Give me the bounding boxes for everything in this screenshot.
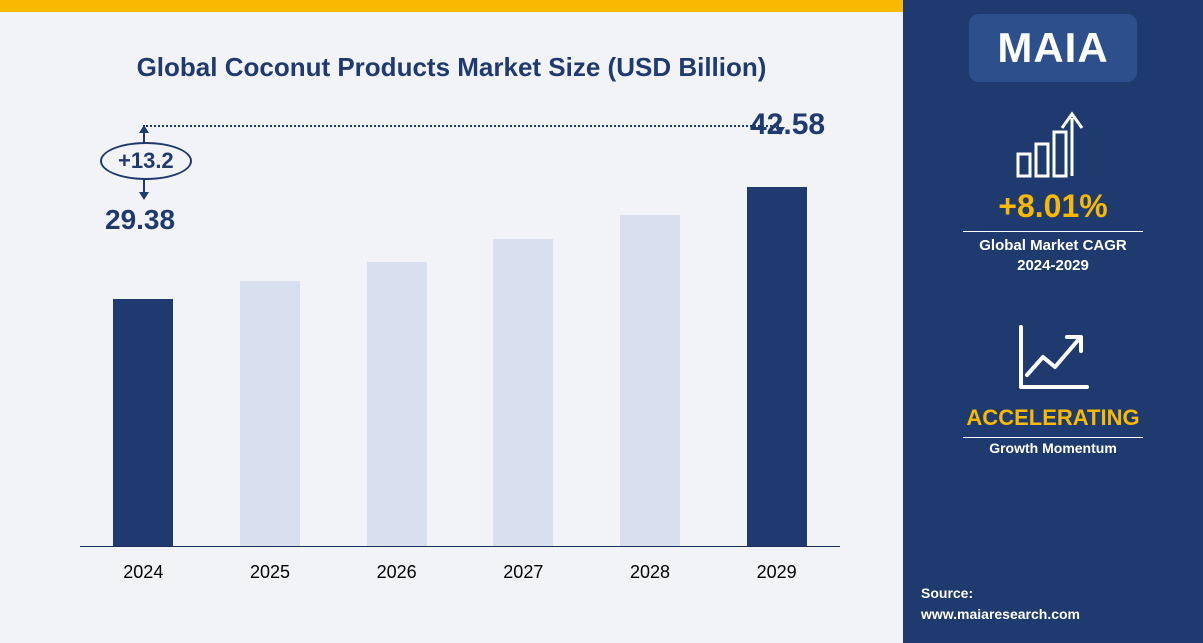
x-axis-line [80, 546, 840, 547]
cagr-label: Global Market CAGR 2024-2029 [979, 236, 1127, 275]
bar [493, 239, 553, 547]
last-bar-value-label: 42.58 [750, 108, 825, 142]
bar [620, 215, 680, 547]
source-url: www.maiaresearch.com [921, 606, 1080, 622]
chart-title: Global Coconut Products Market Size (USD… [0, 52, 903, 83]
bar [240, 281, 300, 547]
trend-up-icon [1013, 321, 1093, 395]
bar-slot [460, 239, 587, 547]
x-axis-label: 2027 [460, 562, 587, 583]
main-panel: Global Coconut Products Market Size (USD… [0, 0, 903, 643]
delta-connector [143, 125, 779, 127]
growth-bars-icon [1014, 110, 1092, 180]
top-accent-bar [0, 0, 903, 12]
infographic-root: Global Coconut Products Market Size (USD… [0, 0, 1203, 643]
chart-container: Global Coconut Products Market Size (USD… [0, 12, 903, 643]
x-axis-labels: 202420252026202720282029 [80, 562, 840, 583]
cagr-value: +8.01% [998, 188, 1107, 225]
x-axis-label: 2024 [80, 562, 207, 583]
logo-badge: MAIA [969, 14, 1136, 82]
side-divider-2 [963, 437, 1143, 438]
x-axis-label: 2029 [713, 562, 840, 583]
cagr-label-line2: 2024-2029 [1017, 257, 1089, 274]
bar-slot [587, 215, 714, 547]
x-axis-label: 2028 [587, 562, 714, 583]
x-axis-label: 2025 [207, 562, 334, 583]
bar-chart-area [80, 167, 840, 547]
bars-group [80, 167, 840, 547]
side-panel: MAIA +8.01% Global Market CAGR 2024-2029 [903, 0, 1203, 643]
bar-slot [713, 187, 840, 547]
bar [113, 299, 173, 547]
x-axis-label: 2026 [333, 562, 460, 583]
accelerating-sublabel: Growth Momentum [989, 440, 1117, 456]
bar-slot [207, 281, 334, 547]
accelerating-label: ACCELERATING [966, 405, 1139, 431]
bar [747, 187, 807, 547]
cagr-label-line1: Global Market CAGR [979, 237, 1127, 254]
bar-slot [333, 262, 460, 547]
bar [367, 262, 427, 547]
badge-stem-up [143, 125, 145, 143]
source-label: Source: [921, 585, 973, 601]
source-citation: Source: www.maiaresearch.com [921, 583, 1080, 625]
side-divider-1 [963, 231, 1143, 232]
bar-slot [80, 299, 207, 547]
